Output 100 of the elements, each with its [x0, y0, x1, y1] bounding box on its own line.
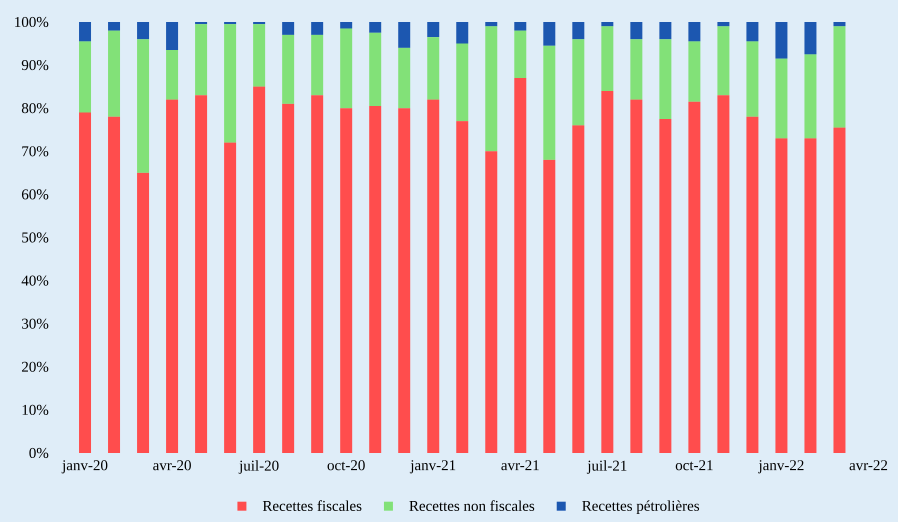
bar	[369, 22, 382, 33]
x-tick-label: oct-20	[328, 460, 365, 470]
bar	[398, 22, 410, 48]
y-tick-label: 50%	[22, 232, 48, 243]
bar	[543, 46, 556, 160]
bar	[746, 41, 758, 117]
bar	[311, 34, 324, 96]
bar	[79, 22, 92, 42]
bar	[717, 95, 730, 453]
bar	[166, 100, 178, 453]
x-tick-label: janv-22	[758, 460, 804, 474]
bar	[601, 90, 614, 453]
bar	[340, 28, 352, 108]
bar	[224, 22, 236, 24]
y-tick-label: 0%	[29, 448, 48, 458]
y-tick-label: 90%	[22, 60, 48, 70]
bar	[456, 22, 468, 44]
bar	[195, 22, 208, 24]
legend-label: Recettes fiscales	[262, 500, 362, 511]
bar	[195, 95, 208, 453]
bar	[833, 128, 846, 453]
bar	[717, 26, 730, 96]
bar	[688, 22, 700, 42]
bar	[340, 22, 352, 28]
bar	[253, 22, 266, 24]
bar	[253, 86, 266, 453]
y-tick-label: 70%	[22, 146, 48, 156]
bar	[717, 22, 730, 26]
bar	[311, 95, 324, 453]
x-tick-label: juil-21	[586, 460, 626, 474]
bar	[601, 22, 614, 26]
bar	[572, 125, 584, 453]
bar	[514, 30, 526, 78]
bar	[108, 22, 120, 31]
bar	[108, 30, 120, 117]
bar	[543, 22, 556, 46]
bar	[137, 39, 150, 173]
x-tick-label: avr-20	[153, 460, 191, 470]
bar	[775, 22, 788, 59]
x-tick-label: avr-22	[850, 460, 888, 470]
bar	[79, 112, 92, 453]
bar	[833, 22, 846, 26]
bar	[630, 22, 642, 40]
bar	[253, 24, 266, 87]
x-tick-label: janv-20	[62, 460, 108, 474]
bar	[688, 41, 700, 102]
bar	[137, 22, 150, 40]
bar	[833, 26, 846, 128]
bar	[688, 102, 700, 453]
bar	[427, 100, 440, 453]
bar	[166, 22, 178, 50]
bar	[746, 116, 758, 453]
bar	[282, 104, 294, 453]
y-tick-label: 80%	[22, 103, 48, 114]
x-tick-label: oct-21	[676, 460, 713, 470]
bar	[108, 116, 120, 453]
legend-label: Recettes pétrolières	[582, 500, 700, 514]
bar	[804, 138, 816, 453]
bar	[514, 78, 526, 453]
bar	[398, 108, 410, 453]
bar	[775, 58, 788, 138]
bar	[543, 160, 556, 453]
y-tick-label: 40%	[22, 276, 48, 286]
bar	[224, 24, 236, 143]
bar	[659, 22, 672, 40]
x-tick-label: juil-20	[238, 460, 279, 474]
bar	[195, 24, 208, 96]
bar	[804, 22, 816, 54]
bar	[398, 48, 410, 108]
bar	[427, 22, 440, 38]
bar	[340, 108, 352, 453]
bar	[514, 22, 526, 31]
bar	[572, 22, 584, 40]
bar	[804, 54, 816, 138]
bar	[485, 22, 498, 26]
x-tick-label: avr-21	[501, 460, 539, 470]
y-tick-label: 10%	[22, 404, 48, 415]
bar	[572, 39, 584, 126]
bar	[456, 121, 468, 453]
bar	[746, 22, 758, 42]
bar	[659, 118, 672, 453]
bar	[369, 32, 382, 106]
bar	[630, 100, 642, 453]
bar	[601, 26, 614, 91]
bar	[311, 22, 324, 35]
bar	[166, 50, 178, 100]
bar	[630, 39, 642, 100]
bar	[79, 41, 92, 113]
bar	[659, 39, 672, 119]
bar	[485, 151, 498, 453]
y-tick-label: 30%	[22, 318, 48, 329]
bar	[224, 142, 236, 453]
bar	[775, 138, 788, 453]
bar	[485, 26, 498, 152]
bar	[137, 172, 150, 453]
y-tick-label: 60%	[22, 189, 48, 200]
bar	[427, 37, 440, 100]
bar	[282, 22, 294, 35]
y-tick-label: 20%	[22, 362, 48, 372]
x-tick-label: janv-21	[410, 460, 456, 474]
